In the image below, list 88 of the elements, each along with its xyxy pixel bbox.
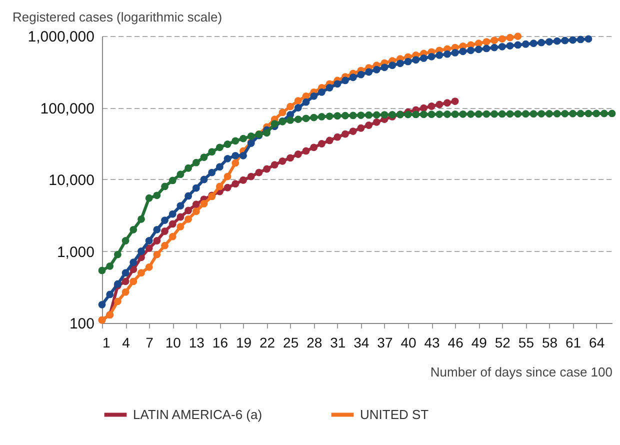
point (514, 32, 522, 40)
point (342, 130, 349, 138)
point (255, 168, 263, 176)
point (224, 184, 232, 192)
point (122, 278, 130, 286)
point (184, 215, 192, 223)
point (192, 208, 200, 216)
y-tick-label: 100 (69, 316, 94, 332)
y-tick-label: 1,000,000 (28, 28, 94, 46)
point (482, 38, 490, 46)
point (420, 104, 428, 112)
x-tick-label: 43 (424, 334, 440, 350)
point (372, 118, 380, 126)
point (145, 263, 153, 271)
y-tick-label: 1,000 (56, 244, 94, 261)
point (506, 34, 514, 42)
x-tick-label: 25 (283, 334, 299, 350)
y-tick-label: 100,000 (40, 100, 94, 118)
x-tick-label: 58 (542, 334, 558, 350)
point (349, 128, 357, 135)
point (192, 200, 200, 208)
x-tick-label: 64 (589, 334, 605, 350)
point (232, 159, 240, 167)
point (436, 100, 444, 108)
x-tick-label: 28 (306, 334, 322, 350)
point (200, 200, 208, 208)
point (263, 165, 270, 173)
point (294, 97, 302, 104)
x-tick-label: 22 (259, 334, 276, 350)
point (247, 172, 255, 180)
point (122, 288, 130, 296)
x-tick-label: 37 (377, 334, 393, 350)
x-tick-label: 46 (448, 334, 464, 350)
point (153, 250, 161, 258)
legend-label: UNITED ST (360, 406, 429, 422)
point (286, 102, 294, 110)
point (161, 228, 168, 235)
point (176, 222, 184, 230)
point (444, 99, 451, 107)
x-tick-label: 52 (494, 334, 511, 350)
point (334, 133, 342, 141)
point (318, 140, 326, 148)
point (114, 298, 122, 306)
x-tick-label: 31 (330, 334, 346, 350)
point (357, 124, 365, 132)
point (168, 232, 176, 240)
x-tick-label: 40 (400, 334, 416, 350)
point (153, 237, 161, 244)
point (278, 108, 286, 116)
y-axis-title: Registered cases (logarithmic scale) (12, 10, 222, 24)
point (184, 206, 192, 214)
x-tick-label: 34 (354, 334, 370, 350)
point (428, 102, 436, 110)
point (365, 122, 372, 129)
point (474, 40, 482, 48)
point (161, 242, 168, 250)
point (176, 213, 184, 221)
point (216, 182, 224, 190)
y-tick-label: 10,000 (48, 172, 94, 189)
point (278, 157, 286, 165)
x-tick-label: 13 (188, 334, 205, 350)
point (232, 180, 240, 188)
x-tick-label: 10 (165, 334, 182, 350)
x-tick-label: 19 (236, 334, 252, 350)
point (498, 35, 506, 43)
point (138, 269, 145, 277)
x-tick-label: 7 (146, 334, 154, 350)
x-tick-label: 4 (122, 334, 130, 350)
x-tick-label: 55 (518, 334, 534, 350)
legend-label: LATIN AMERICA-6 (a) (133, 406, 262, 422)
x-tick-label: 1 (102, 334, 110, 350)
point (270, 161, 278, 169)
point (240, 176, 247, 184)
point (490, 36, 498, 44)
point (310, 144, 318, 152)
point (451, 98, 459, 105)
point (326, 136, 334, 144)
point (224, 172, 232, 180)
point (294, 150, 302, 158)
x-axis-title: Number of days since case 100 (430, 364, 612, 380)
point (145, 244, 153, 252)
point (286, 154, 294, 162)
x-tick-label: 16 (212, 334, 228, 350)
x-tick-label: 49 (471, 334, 488, 350)
point (168, 220, 176, 228)
x-tick-label: 61 (565, 334, 582, 350)
point (130, 278, 138, 286)
point (302, 147, 310, 155)
